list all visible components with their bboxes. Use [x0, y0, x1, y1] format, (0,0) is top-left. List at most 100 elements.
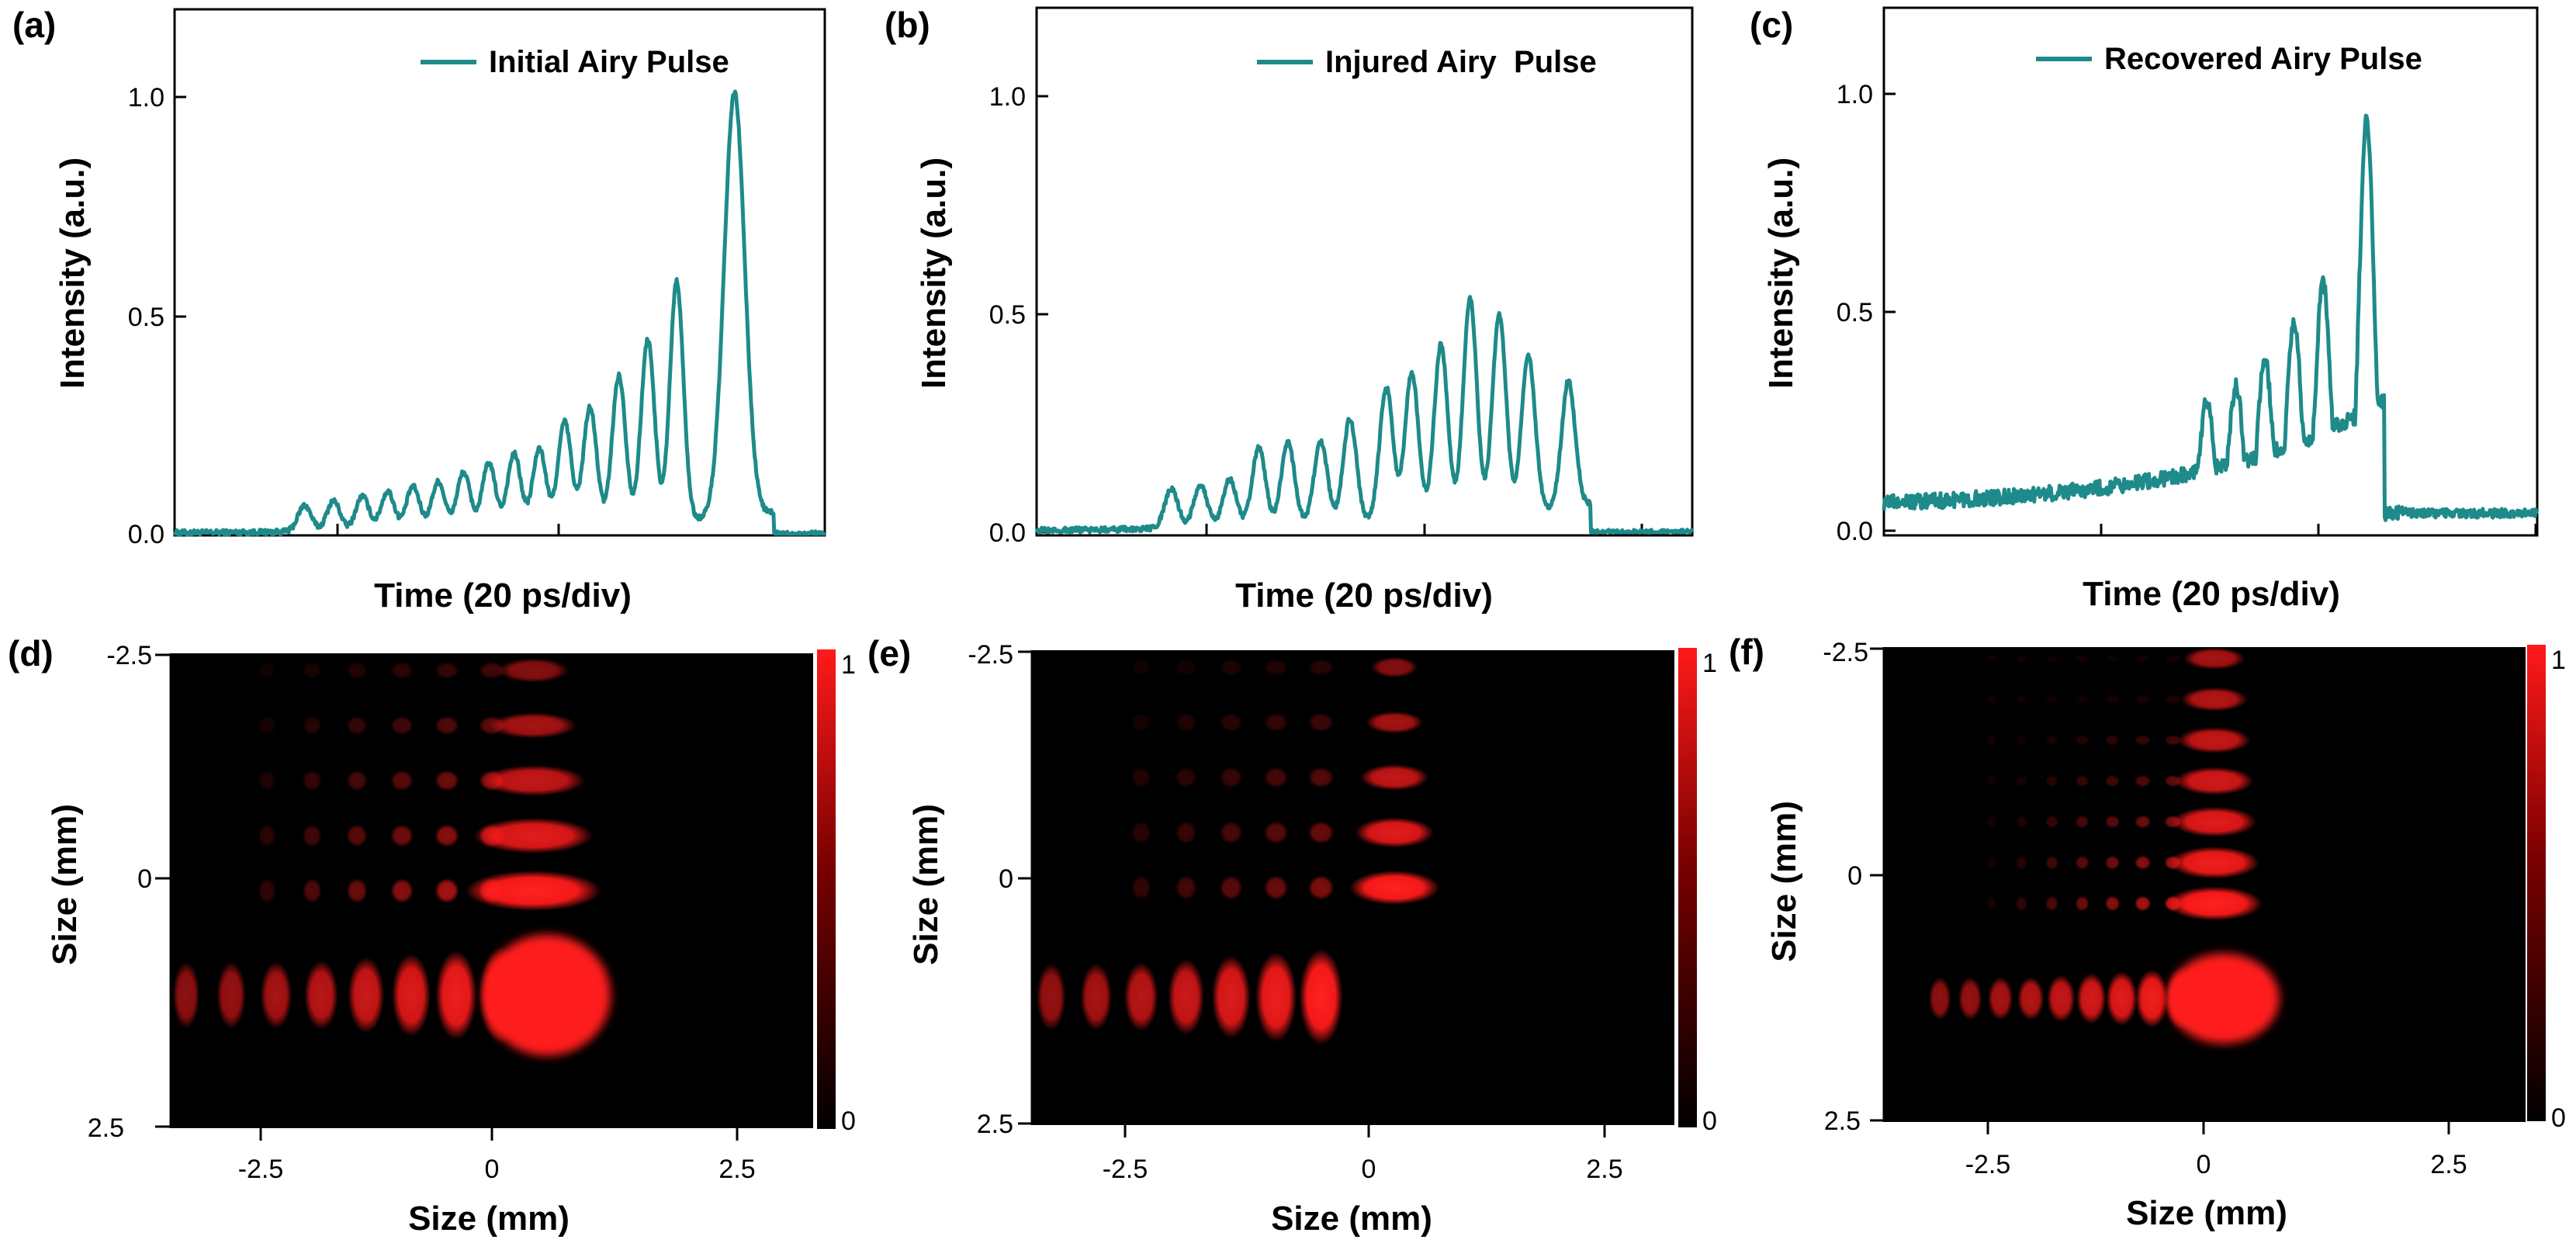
heatmap-lobe [479, 878, 505, 903]
colorbar-max-label: 1 [2551, 646, 2566, 675]
heatmap-lobe [479, 715, 505, 736]
heatmap-lobe [2016, 615, 2027, 622]
panel-e: (e) -2.5 0 2.5 -2.5 0 2.5 Size (mm) Size… [867, 633, 1717, 1238]
y-ticks-a: 0.0 0.5 1.0 [128, 83, 186, 549]
heatmap-lobe [1219, 875, 1243, 900]
heatmap-lobe [1371, 656, 1418, 678]
y-tick-label: 1.0 [1837, 80, 1873, 109]
heatmap-lobe [2015, 694, 2028, 705]
heatmap-lobe [1299, 948, 1343, 1045]
heatmap-lobe [2164, 855, 2182, 871]
panel-f: (f) -2.5 0 2.5 -2.5 0 2.5 Size (mm) Size… [1729, 615, 2566, 1232]
panel-d: (d) -2.5 0 2.5 -2.5 0 2.5 Size (mm) Size… [8, 633, 856, 1238]
heatmap-lobe [1080, 963, 1113, 1031]
y-axis-title-a: Intensity (a.u.) [54, 158, 92, 389]
y-tick-label: -2.5 [968, 640, 1013, 670]
x-tick-label: 0 [485, 1155, 500, 1184]
x-tick-label: 2.5 [718, 1155, 755, 1184]
series-line-recovered-airy-pulse [1882, 113, 2539, 522]
plot-frame-c [1882, 6, 2539, 537]
y-axis-title-c: Intensity (a.u.) [1762, 158, 1800, 389]
heatmap-lobe [2180, 687, 2249, 712]
panel-a: (a) 0.0 0.5 1.0 Intensity (a.u.) Time (2… [12, 5, 826, 615]
heatmap-lobe [2045, 815, 2058, 829]
plot-frame-b [1035, 6, 1694, 537]
heatmap-lobe [2015, 654, 2028, 663]
heatmap-lobe [302, 878, 322, 903]
y-tick-label: 0 [1847, 861, 1862, 891]
panel-label-d: (d) [8, 633, 54, 673]
heatmap-lobe [302, 824, 322, 847]
heatmap-lobe [2075, 815, 2090, 829]
heatmap-lobe [302, 715, 322, 736]
heatmap-lobe [1355, 817, 1435, 848]
heatmap-lobe [2135, 694, 2152, 705]
heatmap-lobe [2045, 654, 2058, 663]
heatmap-lobe [1124, 962, 1158, 1032]
heatmap-lobe [2075, 855, 2090, 871]
heatmap-lobe [1366, 711, 1424, 734]
heatmap-lobe [2075, 694, 2090, 705]
y-tick-label: 0 [137, 864, 152, 894]
panel-label-e: (e) [867, 633, 911, 673]
heatmap-lobe [2164, 895, 2182, 912]
heatmap-lobe [346, 770, 368, 791]
heatmap-lobe [435, 878, 459, 903]
heatmap-lobe [1175, 712, 1197, 732]
panel-label-c: (c) [1750, 5, 1793, 45]
heatmap-lobe [1263, 875, 1289, 900]
colorbar-min-label: 0 [2551, 1103, 2566, 1133]
x-tick-label: -2.5 [238, 1155, 284, 1184]
colorbar-max-label: 1 [841, 650, 856, 680]
heatmap-lobe [497, 658, 569, 683]
y-tick-label: 0.0 [1837, 517, 1873, 546]
heatmap-lobe [2135, 654, 2152, 663]
heatmap-lobe [1349, 871, 1440, 905]
heatmap-lobes-f [1928, 615, 2280, 1044]
heatmap-lobe [2135, 775, 2152, 788]
heatmap-lobe [390, 662, 414, 679]
heatmap-lobe [2075, 895, 2090, 912]
heatmap-lobe [1219, 821, 1243, 844]
y-tick-label: 0.5 [128, 303, 164, 332]
heatmap-lobe [2015, 895, 2028, 912]
heatmap-lobe [2164, 775, 2182, 788]
heatmap-lobe [2104, 654, 2121, 663]
heatmap-lobe [2164, 694, 2182, 705]
heatmap-lobe [1307, 767, 1335, 788]
heatmap-lobe [2015, 855, 2028, 871]
y-axis-title-f: Size (mm) [1765, 801, 1803, 962]
heatmap-lobe [2135, 815, 2152, 829]
y-tick-label: 2.5 [1824, 1106, 1861, 1136]
x-ticks-a [336, 524, 826, 535]
heatmap-lobe [2045, 775, 2058, 788]
y-tick-label: 0.5 [989, 300, 1026, 330]
x-axis-title-c: Time (20 ps/div) [2083, 575, 2340, 613]
x-ticks-d: -2.5 0 2.5 [238, 1128, 756, 1184]
panel-c: (c) 0.0 0.5 1.0 Intensity (a.u.) Time (2… [1750, 5, 2539, 613]
heatmap-lobe [2017, 976, 2045, 1020]
heatmap-lobe [258, 662, 276, 679]
y-axis-title-e: Size (mm) [907, 804, 945, 965]
y-tick-label: 1.0 [989, 82, 1026, 112]
heatmap-lobe [390, 878, 414, 903]
heatmap-lobe [2015, 815, 2028, 829]
heatmap-bg-f [1884, 647, 2526, 1122]
x-tick-label: -2.5 [1965, 1150, 2011, 1179]
heatmap-lobe [1988, 976, 2013, 1020]
heatmap-lobe [258, 770, 276, 791]
legend-label: Initial Airy Pulse [489, 45, 729, 79]
heatmap-lobe [258, 824, 276, 847]
y-tick-label: 0.0 [989, 518, 1026, 548]
x-tick-label: 0 [1362, 1155, 1376, 1184]
heatmap-lobe [1037, 963, 1066, 1031]
heatmap-lobe [2164, 654, 2182, 663]
heatmap-lobe [302, 662, 322, 679]
heatmap-lobe [1219, 712, 1243, 732]
series-line-injured-airy-pulse [1034, 295, 1695, 535]
heatmap-lobe [2175, 767, 2254, 795]
heatmap-lobe [1928, 976, 1951, 1020]
heatmap-lobe [2104, 775, 2121, 788]
y-tick-label: 2.5 [977, 1110, 1013, 1139]
legend-label: Recovered Airy Pulse [2104, 42, 2422, 76]
